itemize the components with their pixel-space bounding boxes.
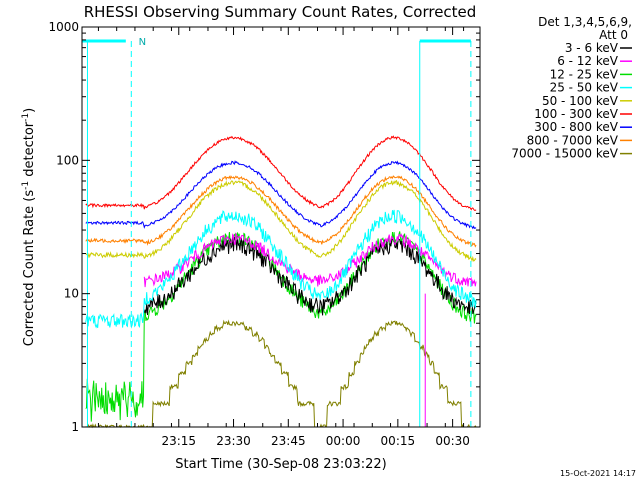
y-tick-label: 1 [71, 420, 79, 434]
legend-label: 12 - 25 keV [550, 67, 619, 81]
x-tick-label: 00:15 [381, 434, 416, 448]
y-axis-label-part: ) [22, 108, 37, 113]
series-line-800-7000 [85, 175, 477, 248]
y-tick-label: 1000 [48, 20, 79, 34]
x-axis-label: Start Time (30-Sep-08 23:03:22) [175, 457, 386, 472]
legend-label: 800 - 7000 keV [527, 133, 619, 147]
x-tick-label: 00:30 [435, 434, 470, 448]
series-line-12-25 [85, 231, 477, 422]
x-axis: 23:15 23:30 23:45 00:00 00:15 00:30 [97, 27, 470, 448]
legend-label: 3 - 6 keV [565, 41, 619, 55]
y-axis-label-sup: -1 [21, 181, 31, 190]
legend-label: 50 - 100 keV [542, 94, 619, 108]
legend-label: 7000 - 15000 keV [511, 147, 618, 161]
y-axis-label-part: detector [22, 121, 37, 181]
plot-area: N [82, 37, 477, 429]
series-line-25-50 [85, 209, 477, 329]
x-tick-label: 00:00 [326, 434, 361, 448]
legend-label: 25 - 50 keV [550, 81, 619, 95]
series-line-6-12 [143, 232, 477, 288]
series-line-300-800 [85, 160, 477, 230]
y-axis-label-part: Corrected Count Rate (s [22, 190, 37, 347]
x-tick-label: 23:30 [216, 434, 251, 448]
legend-header-line2: Att 0 [599, 28, 628, 42]
series-line-100-300 [85, 135, 477, 211]
y-tick-label: 100 [56, 153, 79, 167]
legend-label: 100 - 300 keV [534, 107, 618, 121]
timestamp: 15-Oct-2021 14:17 [560, 469, 636, 478]
flag-label: N [139, 37, 146, 48]
chart-title: RHESSI Observing Summary Count Rates, Co… [84, 3, 477, 21]
y-tick-label: 10 [64, 287, 79, 301]
legend-header-line1: Det 1,3,4,5,6,9, [538, 15, 632, 29]
series-line-50-100 [85, 179, 477, 262]
legend-label: 6 - 12 keV [557, 54, 619, 68]
y-axis-label-sup: -1 [21, 113, 31, 122]
y-axis-label: Corrected Count Rate (s-1 detector-1) [21, 108, 37, 346]
y-axis: 1 10 100 1000 [48, 20, 480, 434]
x-tick-label: 23:45 [271, 434, 306, 448]
legend-label: 300 - 800 keV [534, 120, 618, 134]
x-tick-label: 23:15 [161, 434, 196, 448]
